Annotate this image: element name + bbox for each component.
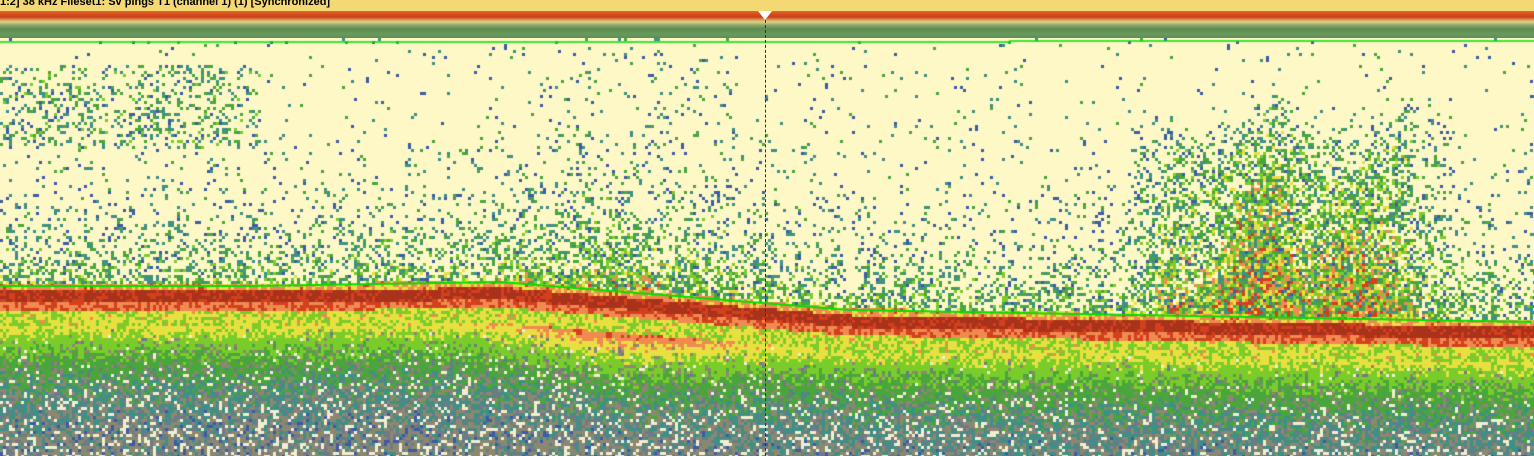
echogram-plot[interactable] [0, 38, 1534, 456]
echogram-title-bar: 1:2] 38 kHz Fileset1: Sv pings T1 (chann… [0, 0, 1534, 11]
ping-cursor-marker-icon[interactable] [758, 11, 772, 20]
echogram-title: 1:2] 38 kHz Fileset1: Sv pings T1 (chann… [0, 0, 331, 8]
ping-cursor-line [765, 20, 766, 456]
